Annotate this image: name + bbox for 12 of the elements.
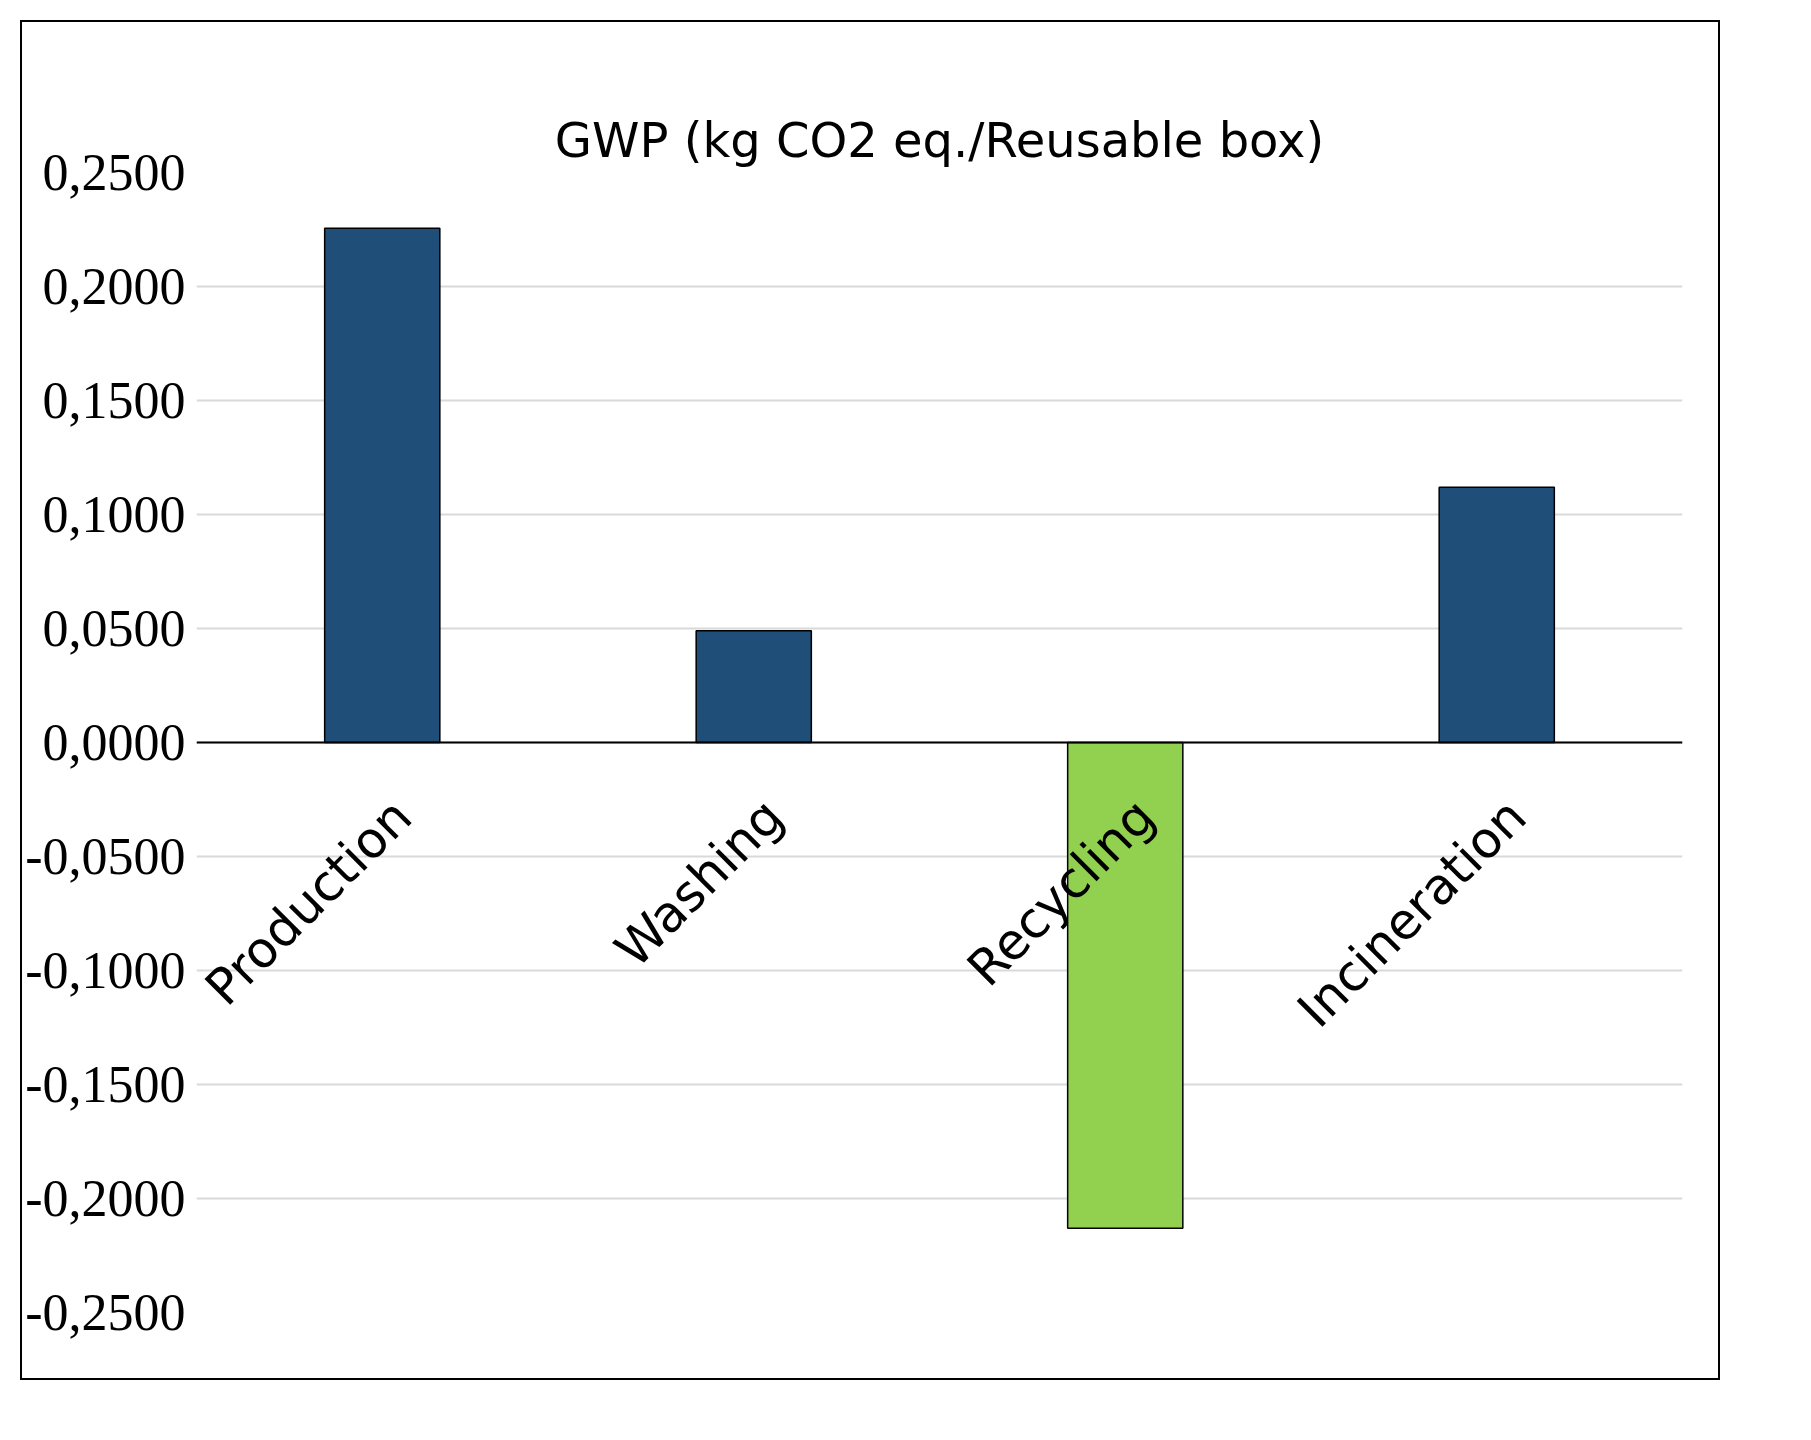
y-tick-label: 0,2000 — [42, 258, 186, 315]
y-tick-label: 0,1000 — [42, 486, 186, 543]
y-tick-label: -0,1000 — [25, 942, 186, 999]
chart-title: GWP (kg CO2 eq./Reusable box) — [554, 111, 1325, 168]
y-tick-label: -0,0500 — [25, 828, 186, 885]
y-tick-label: -0,1500 — [25, 1056, 186, 1113]
y-tick-label: 0,1500 — [42, 372, 186, 429]
y-tick-label: 0,0000 — [42, 714, 186, 771]
y-tick-label: 0,2500 — [42, 144, 186, 201]
y-tick-label: 0,0500 — [42, 600, 186, 657]
y-tick-label: -0,2500 — [25, 1284, 186, 1341]
y-tick-label: -0,2000 — [25, 1170, 186, 1227]
